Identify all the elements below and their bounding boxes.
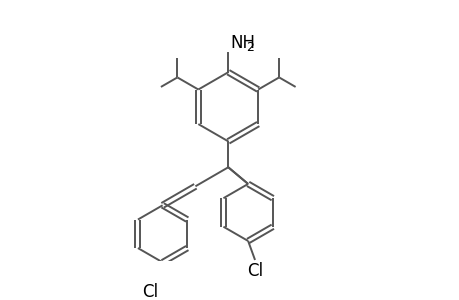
Text: 2: 2	[246, 41, 254, 54]
Text: Cl: Cl	[142, 283, 158, 300]
Text: Cl: Cl	[246, 262, 263, 280]
Text: NH: NH	[230, 34, 254, 52]
